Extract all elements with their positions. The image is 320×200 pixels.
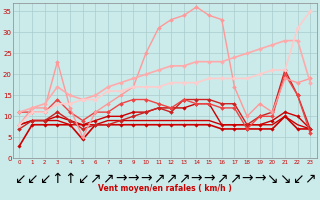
X-axis label: Vent moyen/en rafales ( km/h ): Vent moyen/en rafales ( km/h ) [98,184,232,193]
